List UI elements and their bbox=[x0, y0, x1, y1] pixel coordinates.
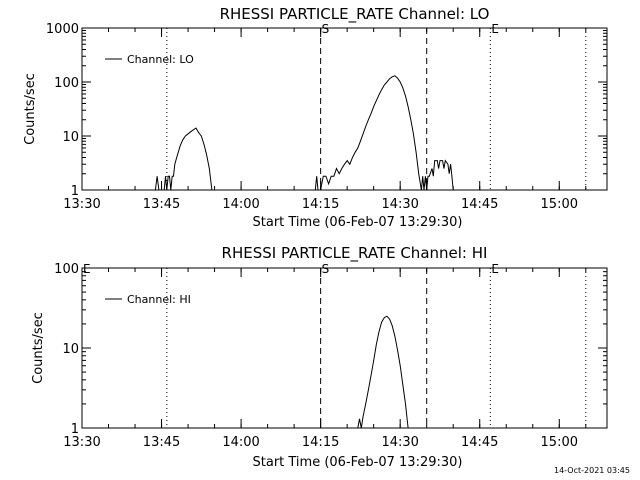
x-tick-label: 15:00 bbox=[541, 435, 578, 450]
chart-title: RHESSI PARTICLE_RATE Channel: HI bbox=[222, 244, 488, 263]
x-tick-label: 13:30 bbox=[63, 197, 100, 212]
x-axis-label: Start Time (06-Feb-07 13:29:30) bbox=[253, 215, 463, 230]
marker-label: E bbox=[491, 22, 499, 36]
generation-timestamp: 14-Oct-2021 03:45 bbox=[554, 466, 630, 475]
y-tick-label: 1 bbox=[71, 184, 79, 199]
series-line bbox=[154, 75, 454, 191]
chart-title: RHESSI PARTICLE_RATE Channel: LO bbox=[220, 5, 490, 24]
plot-frame bbox=[81, 27, 608, 191]
marker-label: S bbox=[322, 262, 330, 276]
x-tick-label: 14:15 bbox=[302, 197, 339, 212]
y-tick-label: 100 bbox=[54, 76, 79, 91]
legend-label: Channel: HI bbox=[127, 293, 191, 306]
y-tick-label: 1 bbox=[71, 422, 79, 437]
x-tick-label: 13:30 bbox=[63, 435, 100, 450]
y-tick-label: 1000 bbox=[46, 22, 79, 37]
x-tick-label: 14:45 bbox=[461, 197, 498, 212]
x-tick-label: 14:30 bbox=[381, 197, 418, 212]
x-tick-label: 14:00 bbox=[222, 197, 259, 212]
plot-frame bbox=[81, 267, 608, 429]
y-axis-label: Counts/sec bbox=[23, 73, 38, 145]
x-tick-label: 15:00 bbox=[541, 197, 578, 212]
x-tick-label: 14:45 bbox=[461, 435, 498, 450]
series-line bbox=[357, 315, 409, 429]
x-tick-label: 13:45 bbox=[143, 435, 180, 450]
y-axis-label: Counts/sec bbox=[31, 312, 46, 384]
panel-1: RHESSI PARTICLE_RATE Channel: LO Start Ti… bbox=[23, 5, 608, 230]
x-tick-label: 14:00 bbox=[222, 435, 259, 450]
marker-label: E bbox=[83, 262, 91, 276]
y-tick-label: 10 bbox=[62, 342, 79, 357]
x-tick-label: 13:45 bbox=[143, 197, 180, 212]
y-tick-label: 100 bbox=[54, 262, 79, 277]
panel-2: RHESSI PARTICLE_RATE Channel: HI Start Ti… bbox=[31, 244, 608, 470]
x-tick-label: 14:15 bbox=[302, 435, 339, 450]
y-tick-label: 10 bbox=[62, 130, 79, 145]
x-axis-label: Start Time (06-Feb-07 13:29:30) bbox=[253, 455, 463, 470]
marker-label: E bbox=[491, 262, 499, 276]
marker-label: S bbox=[322, 22, 330, 36]
legend-label: Channel: LO bbox=[127, 53, 194, 66]
x-tick-label: 14:30 bbox=[381, 435, 418, 450]
